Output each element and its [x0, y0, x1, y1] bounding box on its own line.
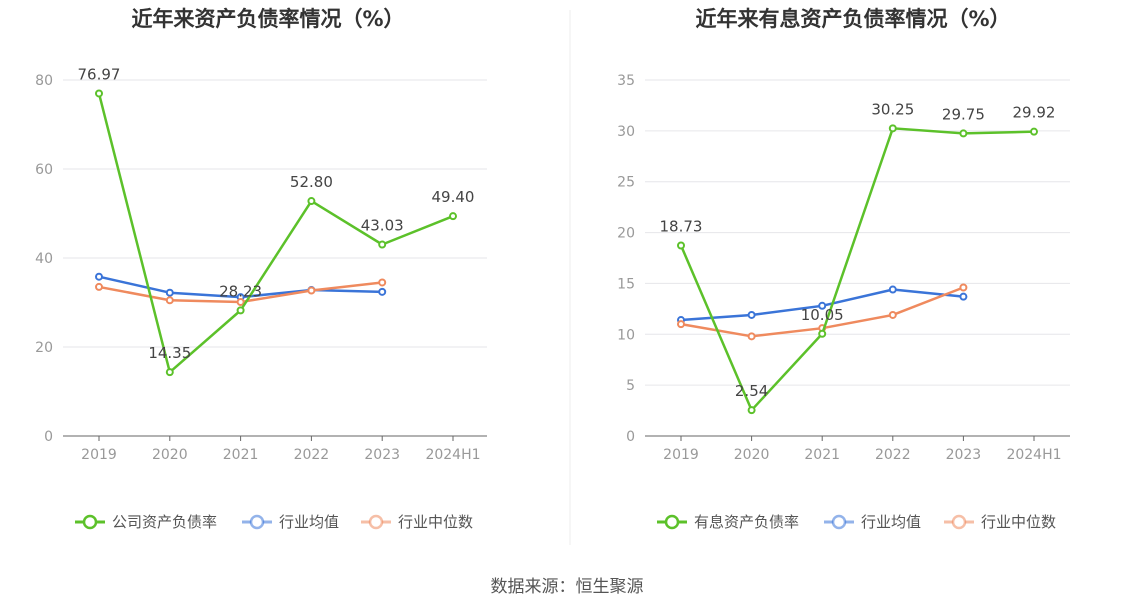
- data-point: [307, 286, 316, 295]
- data-point: [959, 129, 968, 138]
- y-tick-label: 15: [617, 276, 635, 292]
- data-point: [236, 306, 245, 315]
- chart-title: 近年来资产负债率情况（%）: [131, 7, 404, 31]
- x-tick-label: 2023: [946, 447, 982, 463]
- right-chart: 近年来有息资产负债率情况（%） 0 5 10 15 20 25 30 35 2019 2020 202…: [617, 7, 1070, 531]
- data-point: [959, 283, 968, 292]
- legend-label: 行业均值: [861, 513, 921, 531]
- y-tick-label: 40: [35, 251, 53, 267]
- chart-title: 近年来有息资产负债率情况（%）: [695, 7, 1010, 31]
- x-tick-label: 2022: [294, 447, 330, 463]
- legend-item[interactable]: 行业均值: [242, 513, 339, 531]
- data-point: [677, 241, 685, 250]
- legend-label: 有息资产负债率: [694, 513, 799, 531]
- data-point: [818, 301, 827, 310]
- data-point: [747, 406, 756, 415]
- data-label: 43.03: [361, 217, 404, 235]
- data-point: [95, 272, 103, 281]
- data-point: [378, 278, 387, 287]
- x-tick-label: 2019: [663, 447, 699, 463]
- x-tick-label: 2019: [81, 447, 117, 463]
- x-tick-label: 2021: [223, 447, 259, 463]
- x-tick-label: 2020: [734, 447, 770, 463]
- y-tick-label: 80: [35, 73, 53, 89]
- legend-marker: [664, 514, 680, 530]
- series-line: [679, 127, 1035, 412]
- x-tick-label: 2022: [875, 447, 911, 463]
- data-point: [165, 296, 174, 305]
- legend-item[interactable]: 行业中位数: [944, 513, 1056, 531]
- data-point: [165, 368, 174, 377]
- y-tick-label: 60: [35, 162, 53, 178]
- legend-marker: [951, 514, 967, 530]
- data-point: [378, 240, 387, 249]
- legend-label: 行业中位数: [398, 513, 473, 531]
- data-point: [888, 285, 897, 294]
- legend-label: 行业均值: [279, 513, 339, 531]
- x-tick-label: 2024H1: [425, 447, 480, 463]
- legend-label: 行业中位数: [981, 513, 1056, 531]
- data-label: 29.92: [1013, 104, 1056, 122]
- data-point: [677, 320, 685, 329]
- data-point: [888, 310, 897, 319]
- data-point: [165, 288, 174, 297]
- y-tick-label: 30: [617, 124, 635, 140]
- data-point: [888, 124, 897, 133]
- data-label: 10.05: [801, 306, 844, 324]
- y-tick-label: 0: [626, 429, 635, 445]
- x-tick-label: 2021: [804, 447, 840, 463]
- source-text: 数据来源：恒生聚源: [491, 577, 644, 597]
- data-label: 18.73: [660, 217, 703, 235]
- data-label: 29.75: [942, 105, 985, 123]
- legend-item[interactable]: 有息资产负债率: [657, 513, 799, 531]
- data-point: [449, 212, 457, 221]
- data-label: 52.80: [290, 173, 333, 191]
- data-point: [95, 89, 103, 98]
- y-tick-label: 25: [617, 175, 635, 191]
- y-tick-label: 20: [35, 340, 53, 356]
- legend-item[interactable]: 行业中位数: [361, 513, 473, 531]
- y-tick-label: 20: [617, 226, 635, 242]
- data-label: 28.23: [219, 282, 262, 300]
- data-label: 49.40: [432, 188, 475, 206]
- legend-label: 公司资产负债率: [112, 513, 217, 531]
- data-point: [747, 310, 756, 319]
- data-point: [959, 292, 968, 301]
- data-label: 14.35: [148, 344, 191, 362]
- x-tick-label: 2024H1: [1006, 447, 1061, 463]
- y-tick-label: 0: [44, 429, 53, 445]
- data-point: [95, 282, 103, 291]
- legend-item[interactable]: 行业均值: [824, 513, 921, 531]
- data-label: 2.54: [735, 382, 768, 400]
- x-tick-label: 2023: [364, 447, 400, 463]
- data-point: [307, 197, 316, 206]
- x-tick-label: 2020: [152, 447, 188, 463]
- data-label: 30.25: [871, 100, 914, 118]
- data-point: [747, 332, 756, 341]
- legend-marker: [831, 514, 847, 530]
- data-point: [1030, 127, 1038, 136]
- data-point: [378, 287, 387, 296]
- data-point: [818, 329, 827, 338]
- y-tick-label: 35: [617, 73, 635, 89]
- series-line: [97, 93, 454, 374]
- left-chart: 近年来资产负债率情况（%） 0 20 40 60 80 2019 2020 2021 2022 20…: [35, 7, 487, 531]
- legend-marker: [368, 514, 384, 530]
- data-label: 76.97: [78, 65, 121, 83]
- legend-item[interactable]: 公司资产负债率: [75, 513, 217, 531]
- y-tick-label: 5: [626, 378, 635, 394]
- y-tick-label: 10: [617, 327, 635, 343]
- legend-marker: [249, 514, 265, 530]
- legend-marker: [82, 514, 98, 530]
- data-point: [236, 298, 245, 307]
